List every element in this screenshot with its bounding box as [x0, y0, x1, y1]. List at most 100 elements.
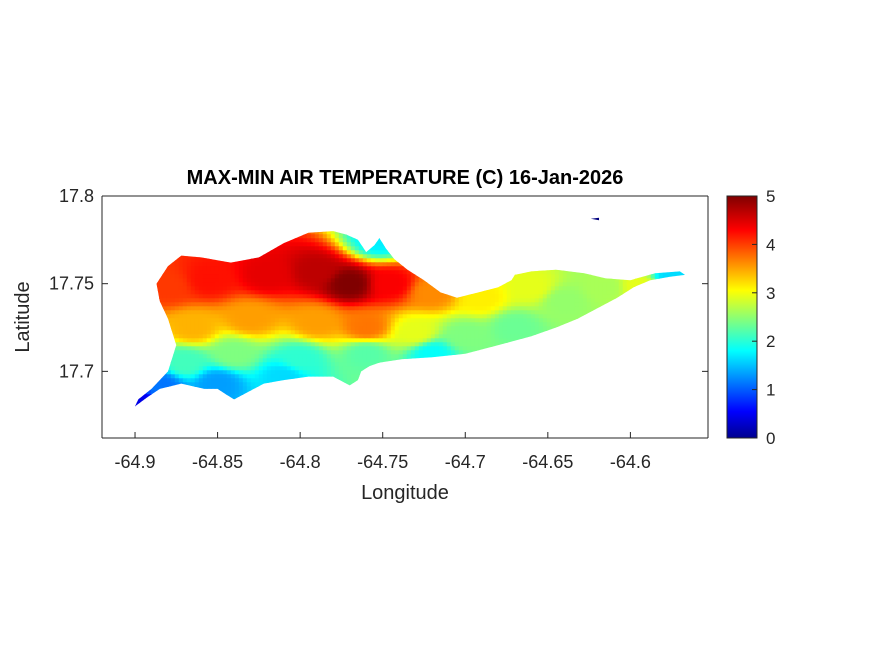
- field-cell: [338, 290, 344, 295]
- field-cell: [218, 274, 224, 279]
- field-cell: [226, 318, 232, 323]
- field-cell: [298, 334, 304, 339]
- field-cell: [310, 274, 316, 279]
- field-cell: [206, 278, 212, 283]
- field-cell: [466, 318, 472, 323]
- field-cell: [178, 286, 184, 291]
- field-cell: [554, 302, 560, 307]
- field-cell: [590, 306, 596, 311]
- field-cell: [246, 262, 252, 267]
- field-cell: [258, 274, 264, 279]
- field-cell: [278, 298, 284, 303]
- field-cell: [526, 306, 532, 311]
- field-cell: [494, 314, 500, 319]
- field-cell: [202, 290, 208, 295]
- field-cell: [190, 258, 196, 263]
- field-cell: [366, 282, 372, 287]
- field-cell: [246, 290, 252, 295]
- field-cell: [198, 310, 204, 315]
- field-cell: [242, 330, 248, 335]
- field-cell: [354, 274, 360, 279]
- field-cell: [186, 266, 192, 271]
- field-cell: [298, 242, 304, 247]
- field-cell: [518, 290, 524, 295]
- field-cell: [250, 310, 256, 315]
- field-cell: [346, 258, 352, 263]
- field-cell: [474, 306, 480, 311]
- field-cell: [394, 266, 400, 271]
- field-cell: [258, 282, 264, 287]
- field-cell: [202, 298, 208, 303]
- field-cell: [178, 294, 184, 299]
- field-cell: [506, 298, 512, 303]
- field-cell: [198, 350, 204, 355]
- field-cell: [670, 270, 676, 275]
- field-cell: [278, 350, 284, 355]
- field-cell: [414, 290, 420, 295]
- field-cell: [398, 342, 404, 347]
- field-cell: [262, 302, 268, 307]
- field-cell: [270, 294, 276, 299]
- field-cell: [278, 342, 284, 347]
- field-cell: [390, 310, 396, 315]
- field-cell: [542, 318, 548, 323]
- field-cell: [310, 246, 316, 251]
- field-cell: [314, 294, 320, 299]
- field-cell: [354, 318, 360, 323]
- field-cell: [478, 326, 484, 331]
- field-cell: [266, 282, 272, 287]
- field-cell: [342, 314, 348, 319]
- field-cell: [382, 254, 388, 259]
- field-cell: [458, 334, 464, 339]
- field-cell: [522, 274, 528, 279]
- field-cell: [310, 231, 316, 235]
- field-cell: [330, 246, 336, 251]
- field-cell: [378, 278, 384, 283]
- field-cell: [294, 290, 300, 295]
- field-cell: [286, 270, 292, 275]
- field-cell: [610, 282, 616, 287]
- field-cell: [358, 262, 364, 267]
- field-cell: [390, 298, 396, 303]
- field-cell: [358, 286, 364, 291]
- field-cell: [378, 266, 384, 271]
- field-cell: [446, 310, 452, 315]
- field-cell: [470, 342, 476, 347]
- field-cell: [186, 326, 192, 331]
- field-cell: [158, 298, 164, 303]
- field-cell: [258, 254, 264, 259]
- field-cell: [294, 334, 300, 339]
- field-cell: [222, 338, 228, 343]
- field-cell: [530, 290, 536, 295]
- field-cell: [286, 342, 292, 347]
- field-cell: [314, 278, 320, 283]
- field-cell: [330, 310, 336, 315]
- field-cell: [402, 298, 408, 303]
- field-cell: [474, 338, 480, 343]
- field-cell: [282, 346, 288, 351]
- field-cell: [214, 306, 220, 311]
- field-cell: [314, 358, 320, 363]
- field-cell: [266, 346, 272, 351]
- field-cell: [322, 326, 328, 331]
- field-cell: [486, 338, 492, 343]
- field-cell: [242, 306, 248, 311]
- field-cell: [278, 330, 284, 335]
- field-cell: [582, 302, 588, 307]
- field-cell: [374, 346, 380, 351]
- field-cell: [182, 310, 188, 315]
- field-cell: [266, 342, 272, 347]
- field-cell: [182, 322, 188, 327]
- field-cell: [434, 326, 440, 331]
- field-cell: [202, 326, 208, 331]
- field-cell: [374, 242, 380, 247]
- field-cell: [434, 314, 440, 319]
- field-cell: [242, 290, 248, 295]
- field-cell: [478, 334, 484, 339]
- field-cell: [226, 274, 232, 279]
- field-cell: [426, 294, 432, 299]
- field-cell: [410, 290, 416, 295]
- field-cell: [478, 314, 484, 319]
- field-cell: [322, 238, 328, 243]
- field-cell: [410, 306, 416, 311]
